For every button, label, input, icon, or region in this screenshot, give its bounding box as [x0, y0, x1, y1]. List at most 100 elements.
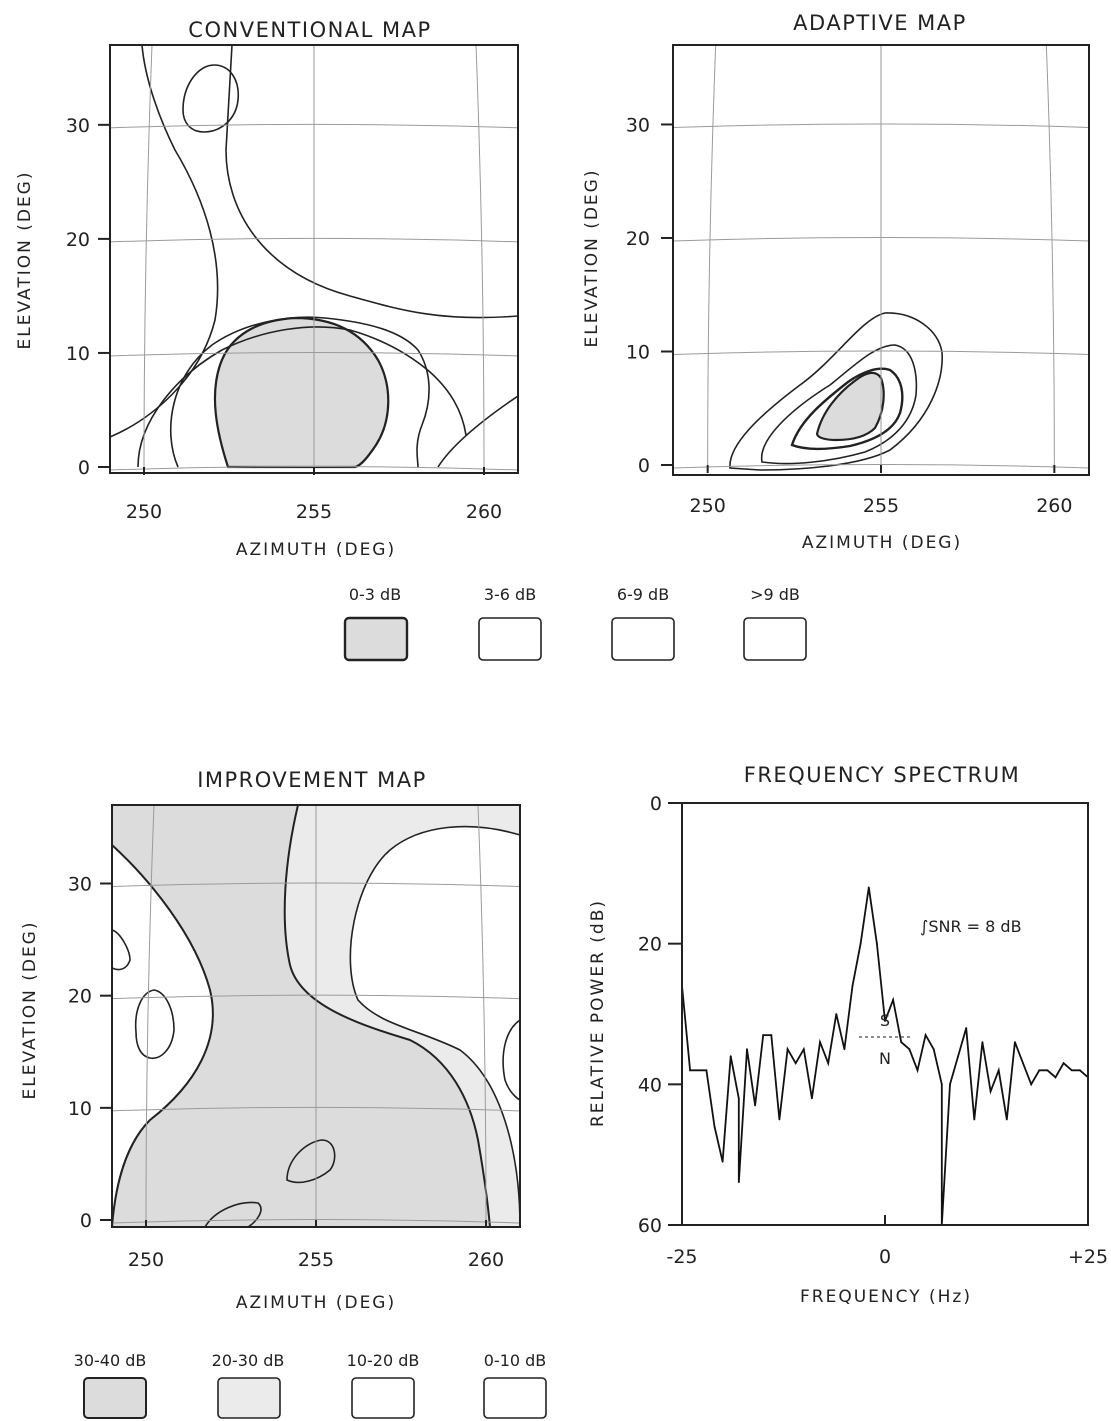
grid-azimuth-250 [707, 44, 717, 466]
improvement-island-center [286, 1139, 336, 1184]
improvement-ticks: 250 255 260 0 10 20 30 [68, 874, 504, 1271]
y-tick-label-0: 0 [80, 1210, 92, 1232]
spectrum-point [705, 1069, 708, 1072]
spectrum-point [770, 1034, 773, 1036]
spectrum-point [721, 1160, 724, 1163]
spectrum-point [835, 1013, 838, 1015]
spectrum-point [916, 1069, 919, 1072]
legend-swatch-3-6db [478, 617, 542, 661]
spectrum-point [859, 942, 862, 945]
legend-label-20-30db: 20-30 dB [212, 1351, 285, 1370]
adaptive-y-label: ELEVATION (DEG) [582, 169, 602, 348]
spectrum-point [697, 1069, 700, 1072]
conventional-y-label: ELEVATION (DEG) [15, 171, 35, 350]
improvement-y-label: ELEVATION (DEG) [20, 921, 40, 1100]
spectrum-point [875, 942, 878, 945]
spectrum-point [786, 1048, 789, 1051]
spectrum-point [989, 1090, 992, 1093]
spectrum-point [973, 1118, 976, 1121]
conventional-ticks: 250 255 260 0 10 20 30 [66, 115, 502, 523]
spectrum-point [1038, 1069, 1041, 1072]
legend-label-3-6db: 3-6 dB [484, 585, 536, 604]
noise-label: N [879, 1049, 891, 1068]
conventional-contour-corner [437, 395, 518, 468]
frequency-spectrum: FREQUENCY SPECTRUM -25 0 +25 0 20 40 60 S N ∫S… [588, 763, 1108, 1307]
x-tick-label-255: 255 [296, 501, 332, 523]
spectrum-point [1046, 1069, 1049, 1072]
grid-elevation-20 [109, 237, 519, 243]
spectrum-point [924, 1034, 927, 1036]
legend-improvement: 30-40 dB 20-30 dB 10-20 dB 0-10 dB [74, 1351, 547, 1419]
adaptive-contour-0-3db [815, 371, 885, 442]
legend-label-0-3db: 0-3 dB [349, 585, 401, 604]
legend-label-0-10db: 0-10 dB [484, 1351, 547, 1370]
y-tick-label-30: 30 [66, 115, 90, 137]
spectrum-x-label: FREQUENCY (Hz) [800, 1287, 972, 1307]
spectrum-point [997, 1069, 1000, 1072]
grid-elevation-10 [109, 351, 519, 357]
spectrum-point [965, 1027, 968, 1029]
spectrum-point [754, 1104, 756, 1107]
spectrum-point [949, 1083, 951, 1086]
spectrum-x-tick-label-+25: +25 [1068, 1246, 1108, 1268]
spectrum-point [1030, 1083, 1033, 1086]
legend-swatch-10-20db [351, 1377, 415, 1419]
adaptive-grid [672, 44, 1090, 469]
spectrum-ticks: -25 0 +25 0 20 40 60 [638, 793, 1108, 1268]
improvement-x-label: AZIMUTH (DEG) [236, 1293, 396, 1313]
y-tick-label-10: 10 [626, 341, 650, 363]
y-tick-label-30: 30 [626, 114, 650, 136]
spectrum-point [819, 1041, 821, 1044]
spectrum-point [1070, 1069, 1073, 1072]
improvement-island-right [502, 1019, 520, 1101]
grid-azimuth-260 [477, 804, 487, 1221]
legend-label-30-40db: 30-40 dB [74, 1351, 147, 1370]
spectrum-point [884, 1020, 886, 1022]
spectrum-point [778, 1118, 781, 1121]
grid-azimuth-250 [145, 804, 155, 1221]
spectrum-point [940, 1083, 943, 1086]
legend-swatch-20-30db [217, 1377, 281, 1419]
improvement-map-title: IMPROVEMENT MAP [197, 768, 427, 792]
spectrum-point [851, 984, 854, 987]
improvement-island-bottom [204, 1201, 262, 1227]
spectrum-y-tick-label-20: 20 [638, 934, 662, 956]
y-tick-label-10: 10 [66, 343, 90, 365]
y-tick-label-20: 20 [68, 986, 92, 1008]
spectrum-title: FREQUENCY SPECTRUM [744, 763, 1020, 787]
y-tick-label-20: 20 [66, 229, 90, 251]
adaptive-map-frame [672, 44, 1090, 476]
spectrum-point [843, 1048, 846, 1051]
conventional-map-title: CONVENTIONAL MAP [188, 18, 431, 42]
conventional-map: CONVENTIONAL MAP 250 255 260 0 10 20 30 AZIMUT… [15, 18, 519, 560]
y-tick-label-0: 0 [78, 457, 90, 479]
spectrum-point [957, 1055, 959, 1058]
spectrum-y-tick-label-40: 40 [638, 1074, 662, 1096]
spectrum-point [900, 1041, 903, 1044]
y-tick-label-10: 10 [68, 1098, 92, 1120]
legend-swatch-30-40db [83, 1377, 147, 1419]
spectrum-y-label: RELATIVE POWER (dB) [588, 899, 608, 1127]
improvement-region-left [112, 843, 214, 1227]
conventional-grid [109, 44, 519, 471]
spectrum-point [811, 1097, 813, 1100]
spectrum-point [1078, 1069, 1081, 1072]
spectrum-point [827, 1062, 830, 1065]
spectrum-point [1054, 1076, 1057, 1079]
spectrum-point [932, 1048, 935, 1051]
grid-elevation-0 [111, 1219, 521, 1224]
grid-azimuth-250 [143, 44, 153, 468]
adaptive-contour-inner [790, 367, 904, 451]
x-tick-label-260: 260 [466, 501, 502, 523]
grid-azimuth-260 [475, 44, 485, 468]
spectrum-point [802, 1048, 805, 1051]
adaptive-ticks: 250 255 260 0 10 20 30 [626, 114, 1073, 517]
grid-azimuth-260 [1045, 44, 1055, 466]
x-tick-label-250: 250 [126, 501, 162, 523]
legend-label-10-20db: 10-20 dB [347, 1351, 420, 1370]
spectrum-point [729, 1055, 732, 1058]
adaptive-contour-outer [729, 312, 943, 471]
spectrum-point [689, 1069, 692, 1072]
conventional-contour-9db-right [225, 45, 518, 319]
